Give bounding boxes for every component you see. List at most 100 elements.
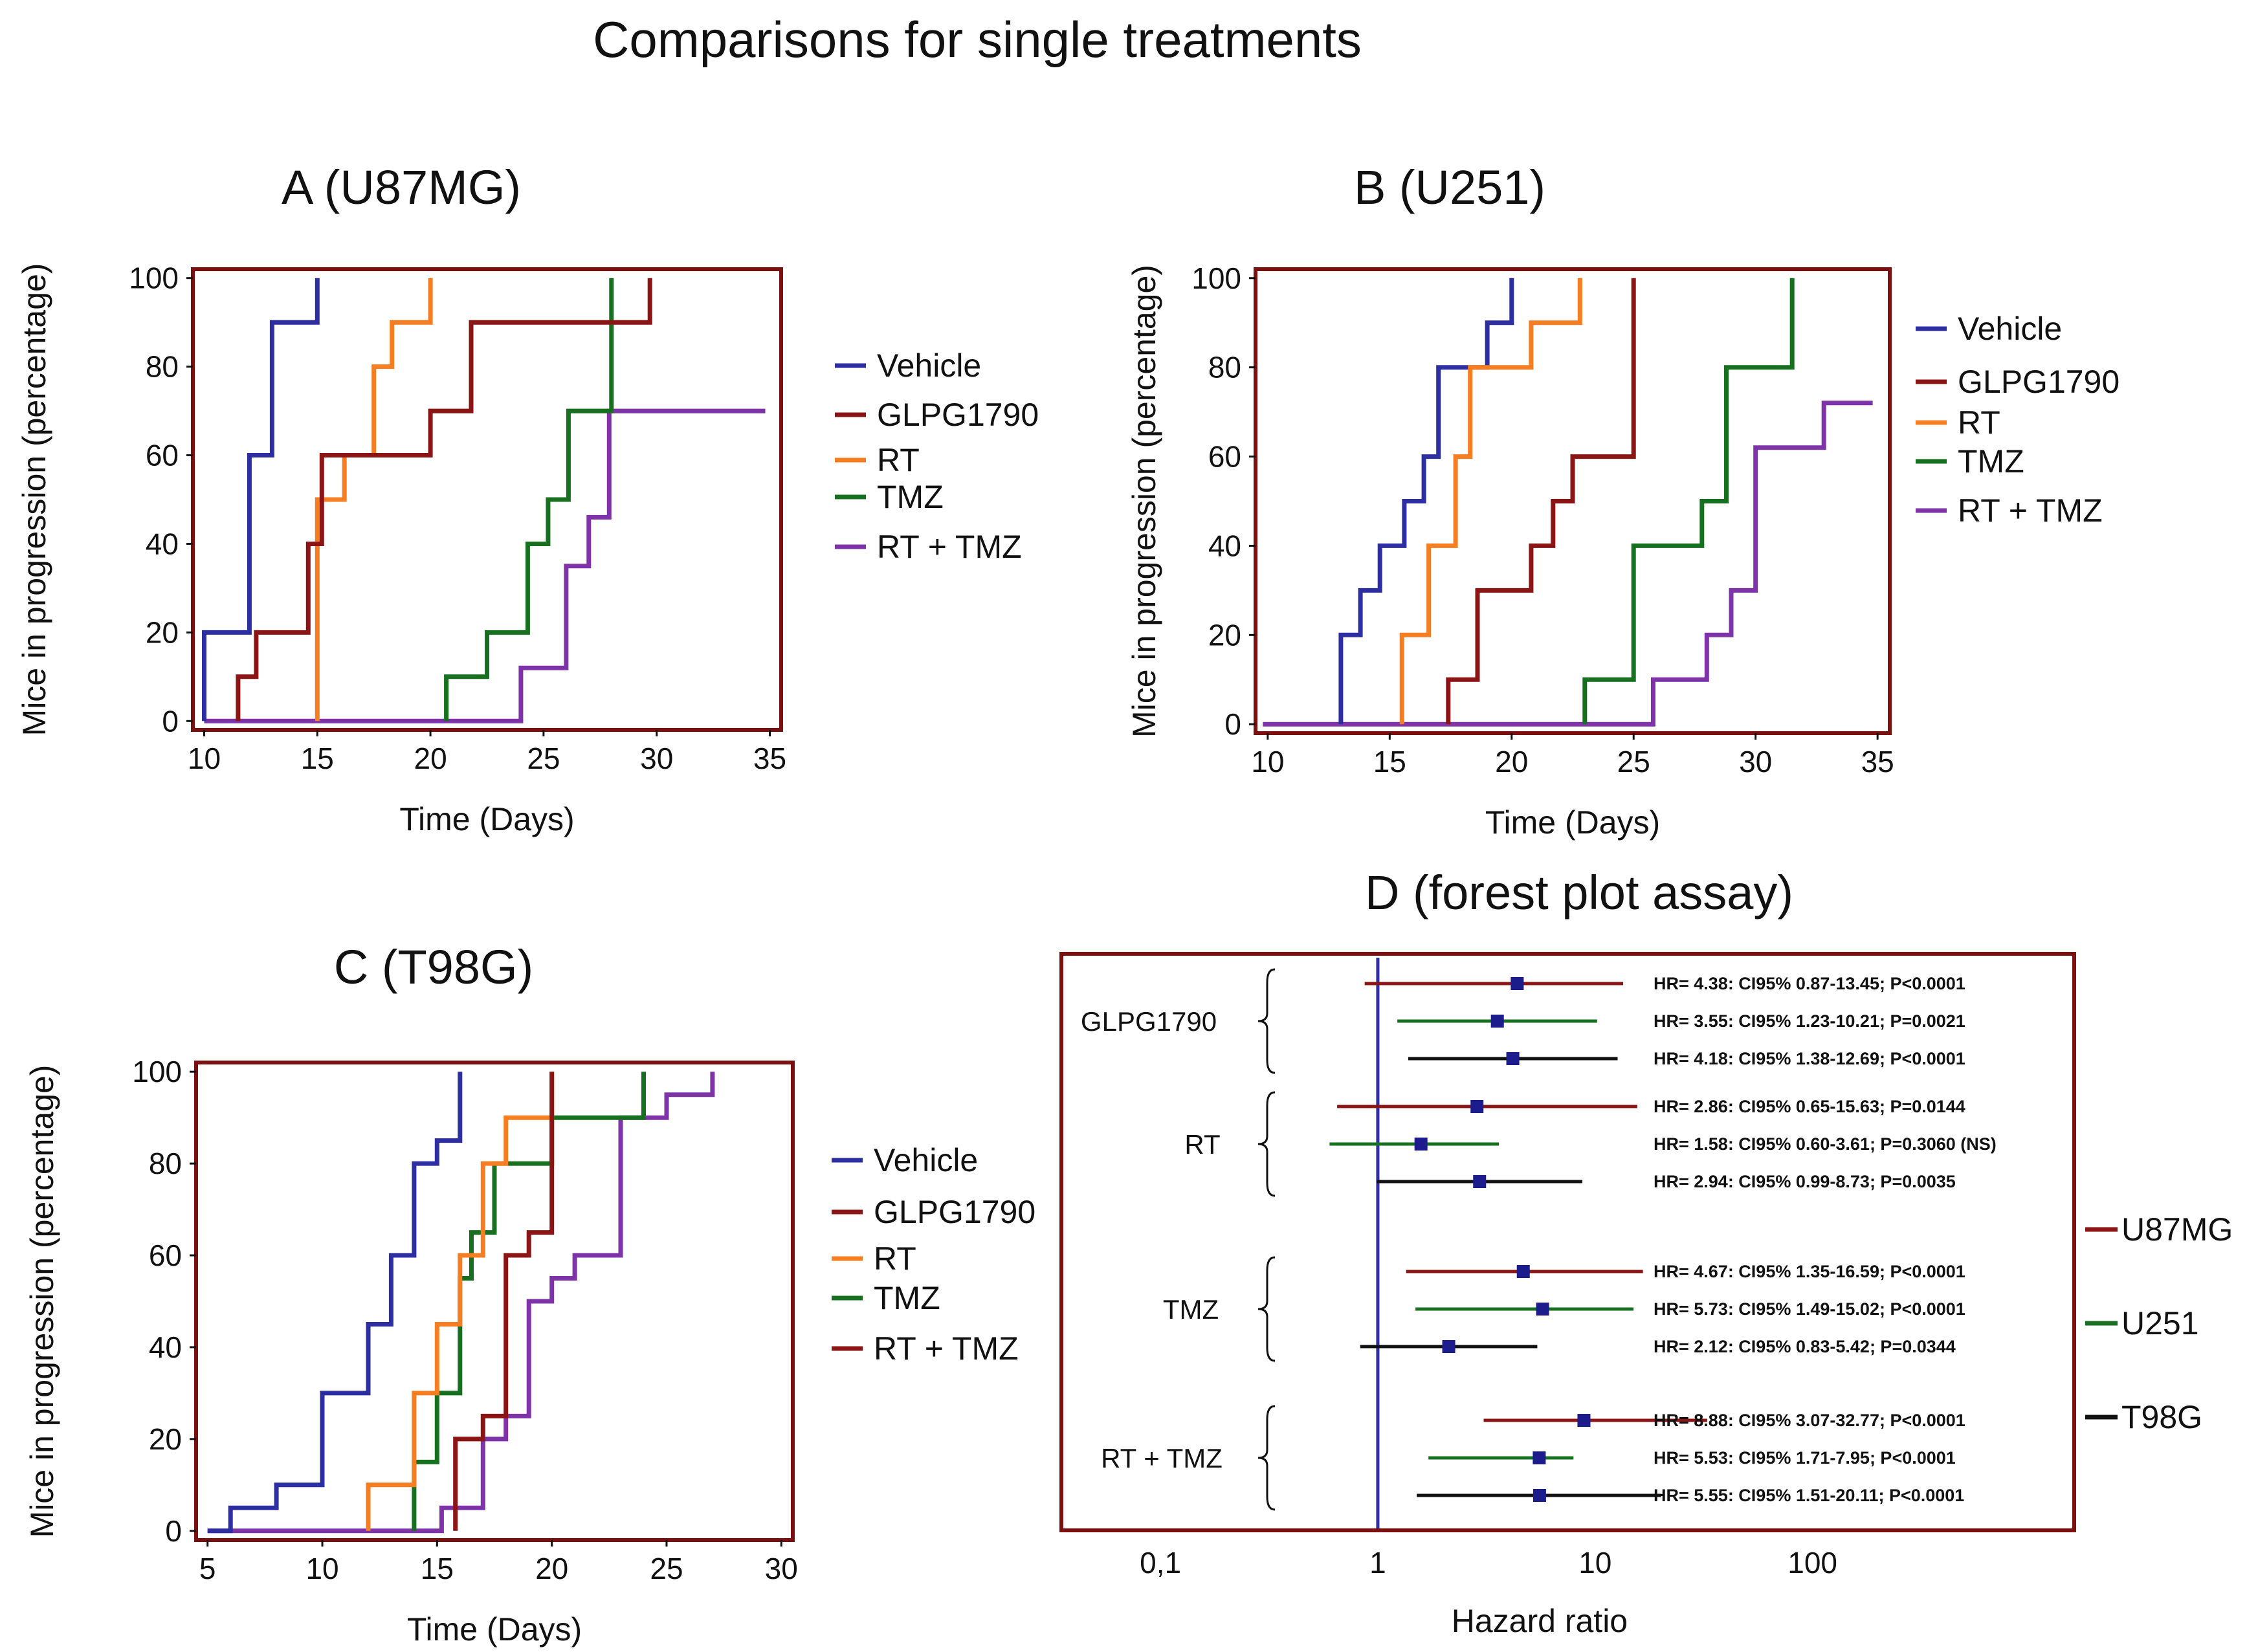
- y-tick-label: 80: [149, 1147, 182, 1180]
- legend-label-vehicle: Vehicle: [1958, 311, 2062, 347]
- legend-label-rt: RT: [874, 1240, 916, 1277]
- group-label-rt: RT: [1184, 1129, 1220, 1160]
- x-tick-label: 30: [765, 1552, 798, 1585]
- y-tick-label: 40: [146, 527, 179, 560]
- series-line-tmz: [444, 278, 614, 721]
- panel-a-title: A (U87MG): [282, 160, 521, 214]
- y-tick-label: 80: [146, 350, 179, 384]
- x-tick-label: 15: [1373, 745, 1406, 778]
- x-tick-label: 20: [1495, 745, 1528, 778]
- hr-annotation: HR= 4.38: CI95% 0.87-13.45; P<0.0001: [1654, 974, 1965, 993]
- figure-title: Comparisons for single treatments: [593, 11, 1362, 68]
- plot-frame: [191, 267, 783, 732]
- legend-label-vehicle: Vehicle: [877, 347, 981, 384]
- hr-annotation: HR= 4.67: CI95% 1.35-16.59; P<0.0001: [1654, 1262, 1965, 1281]
- plot-frame: [1254, 267, 1892, 735]
- hr-marker-t98g: [1473, 1175, 1487, 1188]
- series-line-vehicle: [207, 1072, 463, 1534]
- x-tick-label: 20: [535, 1552, 568, 1585]
- y-tick-label: 100: [129, 261, 179, 295]
- hr-annotation: HR= 5.53: CI95% 1.71-7.95; P<0.0001: [1654, 1448, 1956, 1468]
- legend-label-rt-tmz: RT + TMZ: [877, 529, 1022, 565]
- x-tick-label: 0,1: [1140, 1546, 1181, 1580]
- legend-label-glpg1790: GLPG1790: [874, 1194, 1035, 1230]
- series-line-glpg1790: [453, 1072, 555, 1531]
- plot-frame: [1059, 952, 2076, 1532]
- y-tick-label: 80: [1208, 351, 1241, 384]
- series-line-rt-tmz: [207, 1072, 715, 1534]
- x-tick-label: 100: [1788, 1546, 1837, 1580]
- y-tick-label: 0: [165, 1514, 182, 1548]
- hr-marker-u87mg: [1577, 1414, 1591, 1427]
- y-tick-label: 40: [1208, 529, 1241, 562]
- y-tick-label: 60: [1208, 440, 1241, 474]
- y-axis-label: Mice in progression (percentage): [24, 1065, 60, 1538]
- series-line-vehicle: [202, 278, 320, 721]
- y-axis-label: Mice in progression (percentage): [16, 263, 52, 736]
- legend-label-rt-tmz: RT + TMZ: [1958, 492, 2103, 529]
- x-axis-label: Hazard ratio: [1452, 1603, 1628, 1639]
- x-axis-label: Time (Days): [399, 801, 574, 837]
- x-tick-label: 1: [1369, 1546, 1386, 1580]
- series-line-rt-tmz: [204, 408, 766, 723]
- x-tick-label: 25: [650, 1552, 683, 1585]
- x-tick-label: 25: [1617, 745, 1650, 778]
- group-brace: [1257, 1091, 1276, 1197]
- series-line-vehicle: [1338, 278, 1514, 725]
- hr-annotation: HR= 2.94: CI95% 0.99-8.73; P=0.0035: [1654, 1172, 1956, 1191]
- legend-label-t98g: T98G: [2121, 1399, 2202, 1435]
- series-line-tmz: [1582, 278, 1795, 725]
- x-tick-label: 30: [640, 742, 673, 775]
- panel-c-title: C (T98G): [334, 940, 533, 994]
- hr-annotation: HR= 2.86: CI95% 0.65-15.63; P=0.0144: [1654, 1097, 1965, 1116]
- x-tick-label: 10: [188, 742, 221, 775]
- y-tick-label: 20: [149, 1422, 182, 1456]
- plot-frame: [194, 1061, 795, 1542]
- y-tick-label: 100: [132, 1055, 182, 1088]
- y-tick-label: 100: [1191, 261, 1241, 295]
- hr-marker-t98g: [1442, 1340, 1456, 1353]
- hr-marker-u87mg: [1470, 1100, 1484, 1113]
- hr-marker-u251: [1536, 1303, 1549, 1316]
- y-axis-label: Mice in progression (percentage): [1126, 265, 1162, 738]
- series-line-rt: [1399, 278, 1582, 725]
- y-tick-label: 0: [1224, 707, 1241, 741]
- y-tick-label: 40: [149, 1330, 182, 1364]
- legend-label-u251: U251: [2121, 1305, 2199, 1341]
- hr-annotation: HR= 8.88: CI95% 3.07-32.77; P<0.0001: [1654, 1411, 1965, 1430]
- x-axis-label: Time (Days): [1485, 804, 1660, 841]
- hr-marker-u251: [1414, 1138, 1428, 1151]
- y-tick-label: 60: [146, 439, 179, 472]
- series-line-glpg1790: [236, 278, 652, 721]
- x-tick-label: 35: [753, 742, 786, 775]
- hr-marker-u251: [1490, 1015, 1504, 1028]
- y-tick-label: 20: [146, 615, 179, 649]
- group-brace: [1257, 1256, 1276, 1362]
- series-line-rt: [315, 278, 433, 721]
- x-tick-label: 10: [1578, 1546, 1611, 1580]
- x-tick-label: 30: [1739, 745, 1772, 778]
- hr-annotation: HR= 1.58: CI95% 0.60-3.61; P=0.3060 (NS): [1654, 1134, 1997, 1154]
- group-brace: [1257, 968, 1276, 1074]
- x-tick-label: 15: [301, 742, 334, 775]
- x-tick-label: 10: [1251, 745, 1284, 778]
- x-tick-label: 10: [305, 1552, 338, 1585]
- hr-marker-t98g: [1506, 1052, 1520, 1065]
- hr-annotation: HR= 4.18: CI95% 1.38-12.69; P<0.0001: [1654, 1049, 1965, 1068]
- hr-annotation: HR= 5.73: CI95% 1.49-15.02; P<0.0001: [1654, 1299, 1965, 1319]
- panel-b-chart: B (U251) 10 15 20 25 30 35 0 20 40 60 80 100 Time (Da…: [1126, 160, 2120, 841]
- y-tick-label: 0: [162, 704, 179, 738]
- hr-marker-u251: [1533, 1451, 1546, 1464]
- series-line-rt: [366, 1072, 555, 1531]
- hr-annotation: HR= 2.12: CI95% 0.83-5.42; P=0.0344: [1654, 1337, 1956, 1356]
- group-label-tmz: TMZ: [1163, 1294, 1219, 1325]
- panel-d-forest-plot: D (forest plot assay) 0,1 1 10 100 Hazard rat…: [1059, 866, 2233, 1639]
- y-tick-label: 60: [149, 1239, 182, 1272]
- group-label-glpg1790: GLPG1790: [1081, 1006, 1217, 1037]
- hr-marker-u87mg: [1516, 1265, 1530, 1278]
- panel-c-chart: C (T98G) 5 10 15 20 25 30 0 20 40 60 80 100 Time (Day…: [24, 940, 1035, 1647]
- x-axis-label: Time (Days): [407, 1611, 582, 1647]
- x-tick-label: 20: [414, 742, 447, 775]
- hr-marker-t98g: [1533, 1489, 1546, 1502]
